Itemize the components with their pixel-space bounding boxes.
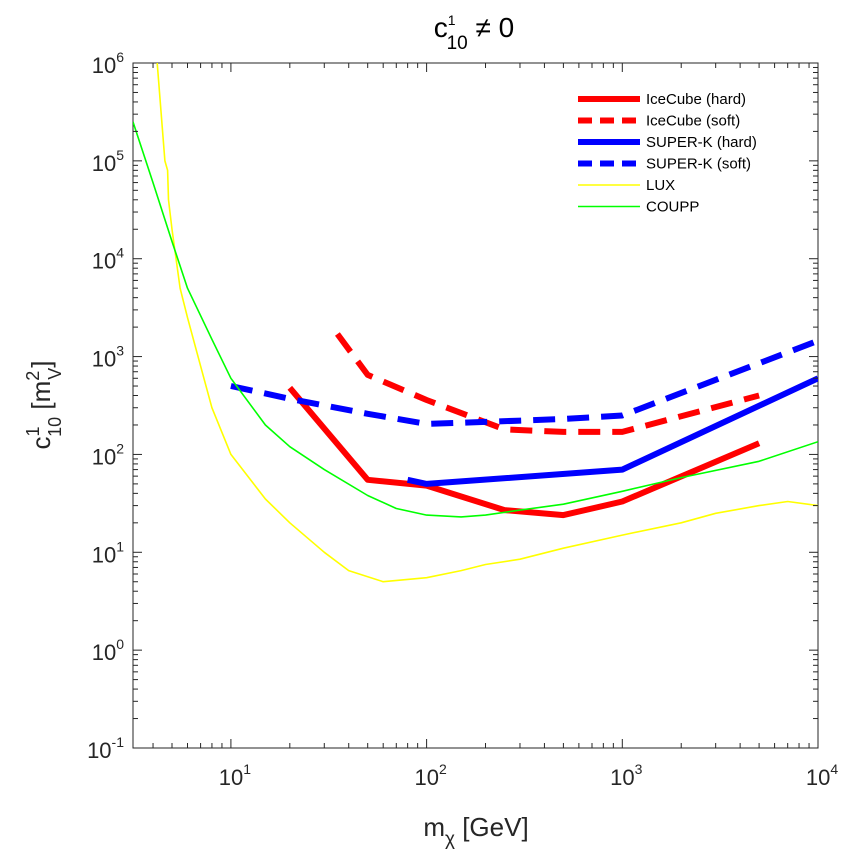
y-tick-label: 100 [92,636,124,665]
x-axis-title: mχ [GeV] [423,812,528,850]
series-line-super-k-hard [406,375,818,487]
series-line-coupp [133,121,818,518]
series-line-icecube-hard [287,385,761,519]
x-tick-label: 101 [219,761,251,790]
legend-box [570,84,805,216]
y-tick-label: 105 [92,147,124,176]
legend-label-super-k-hard: SUPER-K (hard) [646,134,757,151]
x-tick-label: 104 [806,761,838,790]
legend: IceCube (hard) IceCube (soft) SUPER-K (har… [570,84,805,216]
tick-layer [133,62,819,749]
legend-label-super-k-soft: SUPER-K (soft) [646,156,751,173]
y-tick-label: 103 [92,343,124,372]
series-line-lux [156,63,818,583]
y-tick-label: 104 [92,245,124,274]
x-tick-label: 103 [610,761,642,790]
series-line-icecube-soft [334,332,760,435]
y-tick-label: 102 [92,440,124,469]
y-axis-title: c1 10 [m2 V] [23,360,65,449]
y-tick-label: 10-1 [87,734,124,763]
legend-label-icecube-hard: IceCube (hard) [646,91,746,108]
series-line-super-k-soft [230,337,818,427]
chart-title: c1 10 ≠ 0 [434,12,514,54]
legend-label-lux: LUX [646,177,675,194]
y-tick-label: 106 [92,49,124,78]
series-layer [133,63,818,583]
legend-label-coupp: COUPP [646,199,699,216]
y-tick-label: 101 [92,538,124,567]
x-tick-label: 102 [414,761,446,790]
tick-label-layer: 101 102 103 104 10-1 100 101 102 103 104 105 106 [87,49,838,790]
legend-label-icecube-soft: IceCube (soft) [646,113,740,130]
